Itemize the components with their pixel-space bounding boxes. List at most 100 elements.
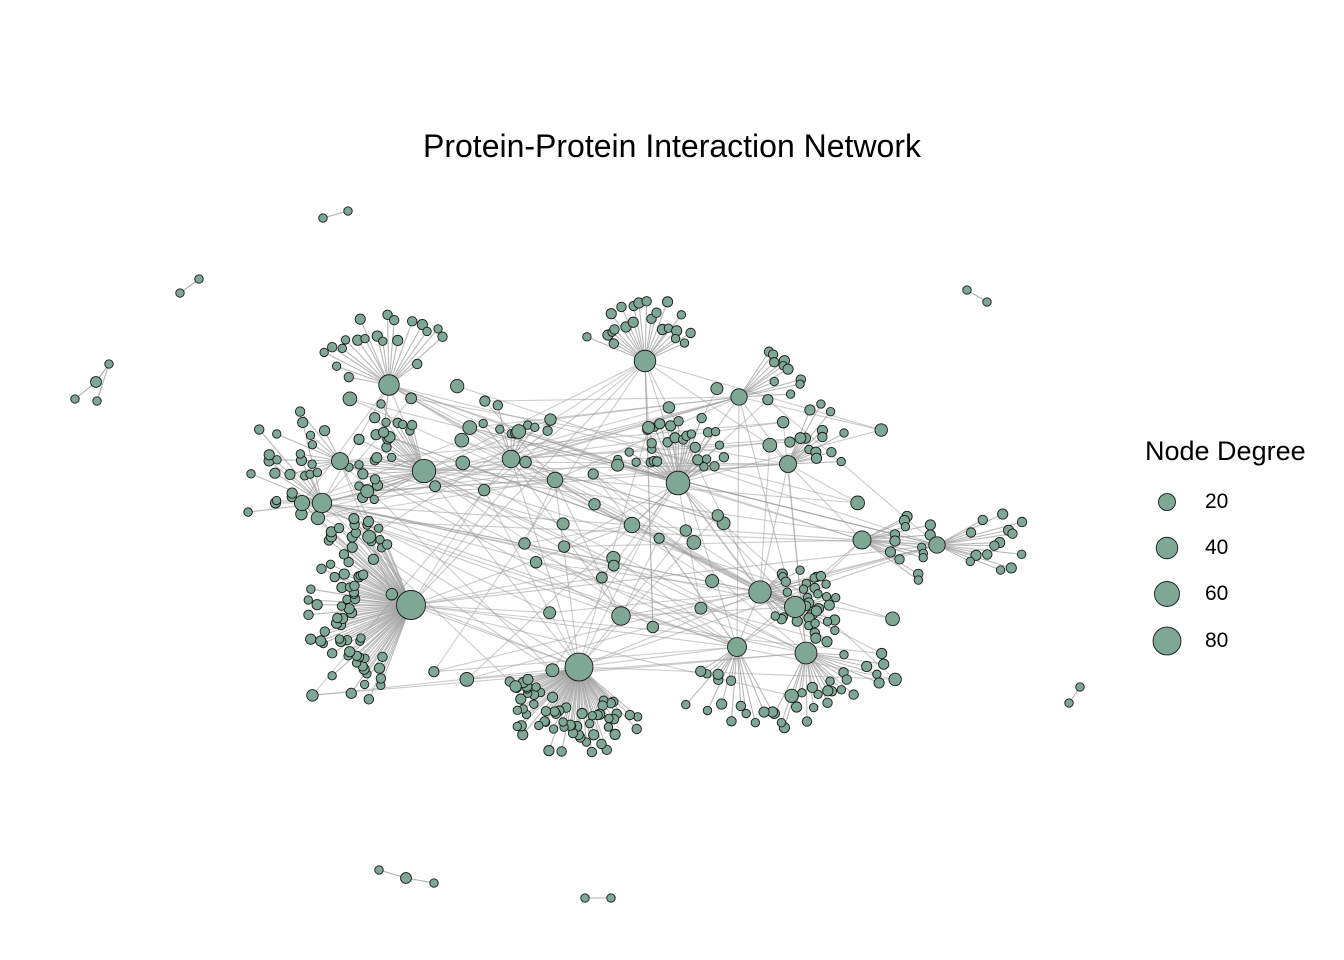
network-node (826, 447, 837, 458)
network-node (333, 522, 345, 534)
network-node (631, 723, 642, 735)
network-node (303, 595, 313, 605)
network-node (813, 689, 823, 699)
network-node (422, 326, 432, 337)
edge (423, 360, 646, 472)
network-node (839, 428, 849, 438)
network-node (269, 467, 281, 479)
network-node (334, 634, 345, 644)
edge (578, 666, 608, 751)
network-node (995, 565, 1006, 575)
network-node (604, 713, 614, 724)
network-node (389, 314, 400, 326)
edge (423, 470, 614, 567)
edge (736, 396, 740, 648)
network-node (641, 296, 652, 307)
network-node (965, 556, 975, 567)
chart-title: Protein-Protein Interaction Network (423, 128, 921, 164)
edge (308, 604, 412, 616)
network-node (616, 301, 627, 313)
edge (386, 314, 390, 386)
network-node (382, 309, 393, 320)
legend-key-circle (1155, 536, 1179, 560)
edge (861, 539, 919, 581)
network-node (797, 688, 807, 698)
network-node (817, 431, 828, 443)
edge (410, 604, 550, 614)
network-node (702, 705, 713, 716)
edge (578, 530, 687, 668)
network-node (371, 452, 383, 464)
edge (364, 604, 412, 685)
hub-node (501, 449, 521, 469)
network-node (873, 677, 885, 689)
edge (301, 502, 938, 546)
edge (323, 351, 390, 386)
edge (484, 396, 740, 402)
network-node (780, 576, 791, 587)
hub-node (665, 470, 691, 496)
network-node (609, 324, 620, 335)
network-node (584, 718, 595, 729)
network-node (344, 646, 356, 658)
network-node (286, 487, 298, 499)
edge (368, 604, 412, 700)
network-node (243, 507, 253, 517)
network-node (378, 336, 388, 346)
hub-node (331, 452, 349, 470)
edge (936, 529, 1009, 546)
network-node (522, 673, 534, 686)
edge (805, 652, 808, 722)
hub-node (727, 637, 747, 657)
network-node (357, 569, 369, 580)
network-node (400, 872, 412, 884)
network-node (90, 376, 102, 388)
network-node (360, 484, 375, 499)
hub-node (311, 492, 333, 514)
edge (349, 398, 679, 484)
edge (410, 565, 614, 606)
edge (359, 318, 390, 386)
network-node (305, 430, 316, 440)
network-node (830, 625, 840, 636)
edge (677, 399, 769, 484)
edge (578, 646, 738, 668)
network-node (839, 650, 849, 660)
network-node (429, 878, 439, 888)
network-node (699, 462, 709, 472)
hub-node (928, 536, 946, 554)
network-node (913, 575, 924, 585)
network-node (194, 274, 204, 284)
edge (380, 403, 425, 472)
network-node (175, 288, 185, 298)
network-node (679, 338, 690, 348)
network-node (962, 285, 972, 295)
edge (388, 331, 428, 386)
network-node (312, 467, 323, 478)
network-node (346, 541, 358, 553)
network-node (477, 483, 491, 497)
network-node (459, 672, 475, 687)
network-node (512, 705, 523, 716)
edge (644, 360, 654, 628)
legend-label: 80 (1205, 629, 1229, 652)
network-node (454, 432, 470, 448)
hub-node (633, 349, 657, 373)
network-node (924, 519, 936, 531)
edge (423, 470, 556, 481)
network-node (342, 391, 358, 407)
network-node (338, 568, 350, 580)
network-node (801, 716, 813, 727)
network-node (385, 588, 399, 601)
network-node (544, 413, 557, 426)
network-node (70, 394, 80, 404)
network-node (246, 469, 256, 479)
network-node (821, 591, 832, 602)
network-node (825, 676, 835, 686)
network-node (343, 206, 353, 216)
network-node (850, 495, 865, 511)
network-node (530, 422, 540, 432)
hub-node (730, 388, 748, 406)
network-node (982, 297, 992, 307)
edge (410, 524, 633, 606)
